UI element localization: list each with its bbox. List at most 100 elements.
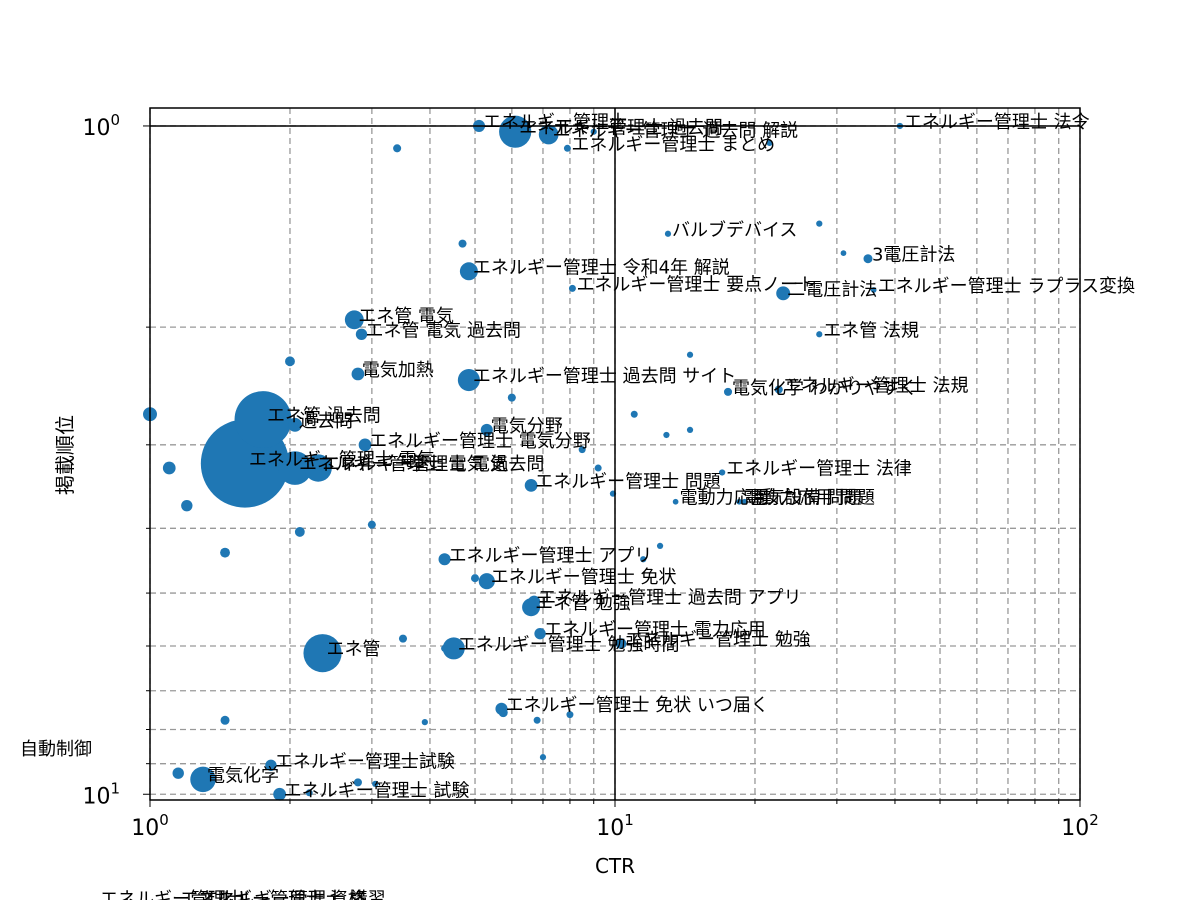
data-point <box>190 766 216 793</box>
data-point <box>533 716 541 724</box>
data-point <box>498 708 508 718</box>
y-tick-label: 100 <box>82 111 120 141</box>
data-point <box>776 286 791 301</box>
data-point <box>441 644 449 652</box>
data-point <box>438 553 451 566</box>
point-label: エネ管 <box>327 639 381 660</box>
point-label: エネルギー管理士 過去問 サイト <box>473 366 736 387</box>
x-tick-label: 102 <box>1061 811 1099 841</box>
data-point <box>870 287 877 293</box>
data-point <box>278 451 312 485</box>
point-label: エネルギー管理士 過去問 アプリ <box>538 588 801 609</box>
point-label: バルブデバイス <box>672 219 797 241</box>
data-point <box>287 417 302 432</box>
point-label: エネルギー管理士 電気 <box>322 454 508 475</box>
data-point <box>372 780 379 788</box>
data-point <box>672 498 679 505</box>
data-point <box>162 461 176 475</box>
data-point <box>172 767 184 779</box>
data-point <box>393 144 402 153</box>
point-label: エネルギー管理士 免状 <box>491 567 677 588</box>
outside-label: 自動制御 <box>20 739 92 760</box>
point-label: エネルギー管理士 法令 <box>904 112 1090 133</box>
data-point <box>234 391 292 449</box>
data-point <box>640 556 647 563</box>
y-axis-label: 掲載順位 <box>53 415 77 495</box>
point-label: 電気加熱 <box>362 360 434 381</box>
data-point <box>181 499 193 512</box>
data-point <box>351 367 365 381</box>
data-point <box>220 715 230 725</box>
point-label: エネルギー管理士 まとめ <box>571 134 775 155</box>
point-label: エネ管 勉強 <box>535 593 631 614</box>
point-label: エネルギー管理士 <box>483 112 627 133</box>
x-tick-label: 101 <box>596 811 634 841</box>
point-label: 過去問 <box>299 411 353 432</box>
axes-frame <box>149 107 1081 801</box>
point-label: エネルギー管理士 電気 <box>249 450 435 471</box>
data-point <box>594 464 602 472</box>
point-label: 電気化学 <box>207 765 279 786</box>
data-point <box>539 754 547 761</box>
point-label: エネルギー管理士 勉強時間 <box>458 634 680 655</box>
point-label: エネルギー管理士 電気分野 <box>369 431 591 452</box>
data-point <box>478 573 495 590</box>
data-point <box>723 387 733 396</box>
data-point <box>590 128 597 135</box>
data-point <box>353 778 362 787</box>
data-point <box>566 711 574 719</box>
point-label: エネルギー管理士 要点ノート <box>576 274 816 295</box>
data-point <box>534 627 546 640</box>
data-point <box>294 526 305 537</box>
data-point <box>766 139 773 146</box>
point-label: 二電圧計法 <box>787 279 877 300</box>
point-label: エネ管 電気 過去問 <box>366 320 521 341</box>
point-label: エネルギー管理士 免状 いつ届く <box>505 695 768 716</box>
point-label: エネルギー管理士 電力応用 <box>544 620 766 641</box>
point-label: エネルギー管理士 問題 <box>535 471 721 492</box>
point-label: エネルギー管理士 試験 <box>284 780 470 801</box>
point-label: エネルギー管理士 令和4年 解説 <box>473 257 730 278</box>
point-label: エネ管 電気 <box>358 306 454 327</box>
data-point <box>265 759 277 771</box>
outside-label: エネルギー管理士 講習 <box>200 889 386 900</box>
point-label: エネルギー管理士 ラプラス変換 <box>878 276 1135 297</box>
data-point <box>305 789 313 797</box>
data-point <box>615 638 627 649</box>
point-label: 電気分野 <box>491 416 563 437</box>
data-point <box>774 385 783 394</box>
data-point <box>528 595 541 608</box>
point-label: 電動力応用 問題 <box>743 488 875 509</box>
data-point <box>736 498 743 505</box>
point-label: エネルギー管理士 過去問 <box>519 118 723 139</box>
data-point <box>863 254 873 264</box>
x-tick-label: 100 <box>131 811 169 841</box>
data-point <box>442 637 465 660</box>
data-point <box>741 498 748 505</box>
point-label: エネルギー管理士 勉強 <box>625 630 811 651</box>
data-point <box>355 328 368 340</box>
point-label: エネルギー管理士 法規 <box>783 376 969 397</box>
point-label: エネルギー管理士 アプリ <box>449 545 653 566</box>
data-point <box>816 220 823 227</box>
data-point <box>480 423 493 436</box>
data-point <box>686 426 694 434</box>
data-point <box>656 542 664 550</box>
data-point <box>686 351 694 358</box>
data-point <box>719 469 726 476</box>
point-label: エネ管 法規 <box>823 320 919 341</box>
data-point <box>663 431 670 439</box>
points-layer <box>143 115 904 801</box>
point-label: 電動力応用 <box>680 488 770 509</box>
data-point <box>220 547 230 558</box>
data-point <box>367 520 376 529</box>
data-point <box>470 574 480 583</box>
data-point <box>459 262 478 281</box>
data-point <box>458 239 467 248</box>
point-label: 3電圧計法 <box>872 245 955 266</box>
data-point <box>358 438 372 452</box>
data-point <box>421 719 428 726</box>
data-point <box>538 124 559 145</box>
